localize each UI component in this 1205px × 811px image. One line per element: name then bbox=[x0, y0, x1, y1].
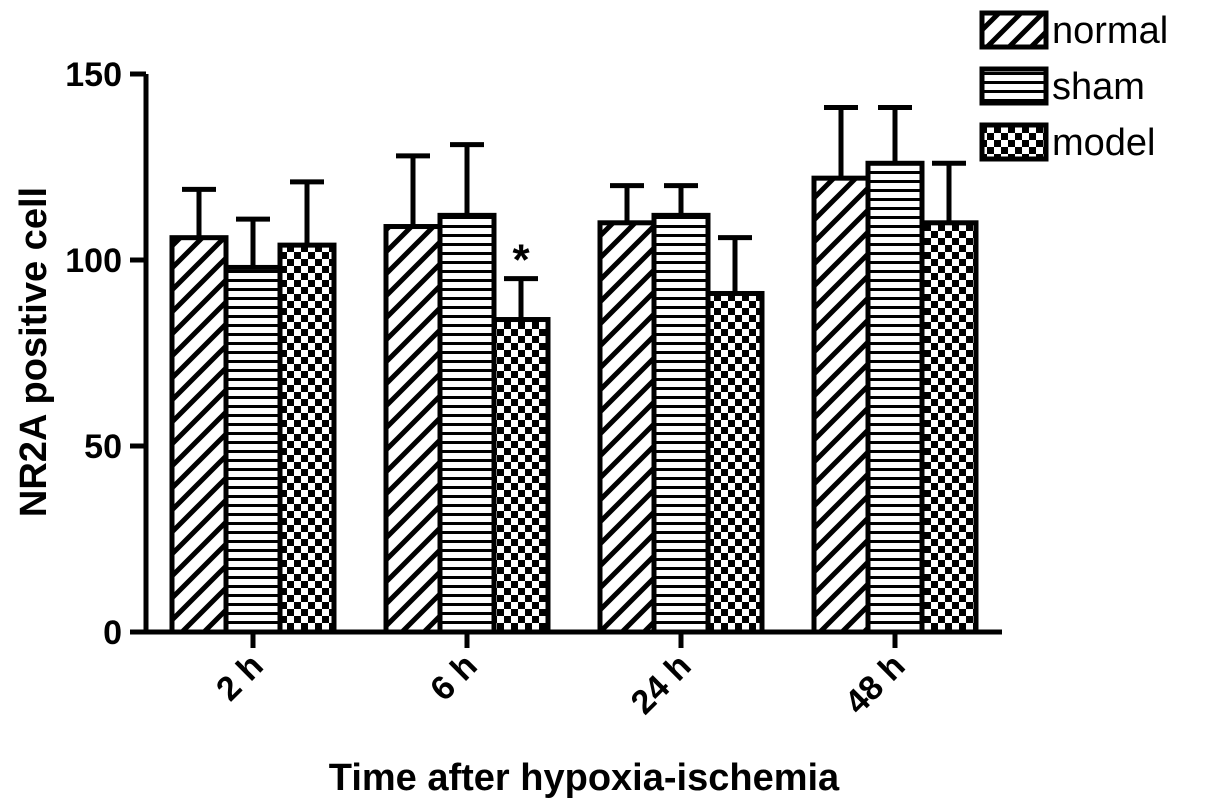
bar-sham-48h bbox=[865, 160, 925, 635]
x-tick-label: 24 h bbox=[624, 647, 699, 722]
bar-normal-6h bbox=[383, 224, 443, 635]
bar-model-2h bbox=[277, 242, 337, 635]
x-axis: 2 h 6 h 24 h 48 h bbox=[144, 629, 1002, 722]
x-tick-label: 48 h bbox=[838, 647, 913, 722]
y-tick-label: 100 bbox=[65, 242, 122, 280]
bar-normal-48h bbox=[811, 175, 871, 635]
x-tick-label: 2 h bbox=[209, 647, 271, 709]
y-tick-label: 150 bbox=[65, 56, 122, 94]
bar-normal-2h bbox=[169, 235, 229, 635]
bars-group: * bbox=[169, 104, 979, 635]
bar-model-48h bbox=[919, 220, 979, 635]
y-axis-title: NR2A positive cell bbox=[13, 187, 55, 517]
y-axis: 0 50 100 150 bbox=[65, 56, 149, 652]
bar-model-24h bbox=[705, 290, 765, 635]
legend-swatch-normal bbox=[979, 10, 1049, 50]
legend-swatch-sham bbox=[979, 66, 1049, 106]
x-axis-title: Time after hypoxia-ischemia bbox=[329, 757, 840, 799]
bar-normal-24h bbox=[597, 220, 657, 635]
y-tick-label: 50 bbox=[84, 428, 122, 466]
bar-sham-24h bbox=[651, 212, 711, 635]
legend-label-model: model bbox=[1052, 122, 1156, 164]
legend-label-sham: sham bbox=[1052, 66, 1145, 108]
legend-swatch-model bbox=[979, 122, 1049, 162]
x-tick-label: 6 h bbox=[423, 647, 485, 709]
legend-label-normal: normal bbox=[1052, 10, 1168, 52]
y-tick-label: 0 bbox=[103, 614, 122, 652]
bar-sham-2h bbox=[223, 264, 283, 635]
legend: normal sham model bbox=[979, 10, 1168, 164]
bar-model-6h bbox=[491, 317, 551, 635]
bar-sham-6h bbox=[437, 212, 497, 635]
significance-marker: * bbox=[512, 236, 530, 285]
